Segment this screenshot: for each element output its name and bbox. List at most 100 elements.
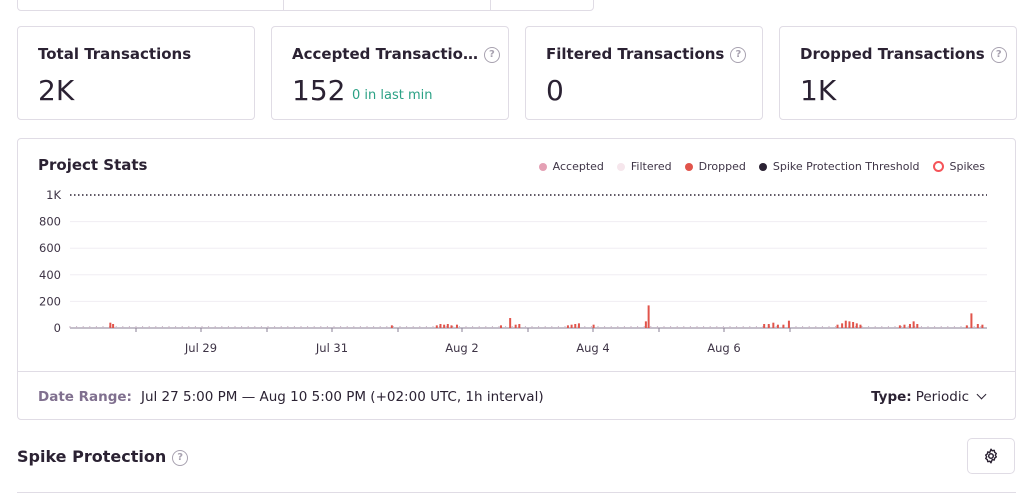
legend-dot — [616, 162, 625, 171]
x-tick-label: Aug 4 — [576, 341, 609, 355]
section-title-spike-protection: Spike Protection? — [17, 447, 189, 466]
x-tick-label: Jul 31 — [315, 341, 348, 355]
legend-threshold[interactable]: Spike Protection Threshold — [758, 160, 920, 173]
bar-dropped — [848, 321, 851, 328]
bar-dropped — [592, 324, 595, 328]
type-dropdown[interactable]: Type: Periodic — [871, 389, 987, 405]
bar-dropped — [443, 324, 446, 328]
card-title: Dropped Transactions? — [800, 45, 1007, 63]
panel-footer-divider — [18, 371, 1015, 372]
bar-dropped — [518, 324, 521, 328]
bar-dropped — [439, 324, 442, 328]
bar-dropped — [763, 324, 766, 328]
section-title-text: Spike Protection — [17, 447, 167, 466]
help-icon[interactable]: ? — [730, 46, 747, 63]
legend-accepted[interactable]: Accepted — [538, 160, 604, 173]
bar-dropped — [577, 323, 580, 328]
bar-dropped — [450, 325, 453, 328]
filter-separator — [490, 0, 491, 10]
bar-dropped — [574, 324, 577, 328]
bar-dropped — [859, 324, 862, 328]
legend-label: Spike Protection Threshold — [772, 160, 920, 173]
section-divider — [17, 492, 1016, 493]
card-accepted-transactions: Accepted Transactio…? 152 0 in last min — [271, 26, 509, 120]
bar-dropped — [499, 325, 502, 328]
help-icon[interactable]: ? — [172, 449, 189, 466]
bar-dropped — [970, 313, 973, 328]
y-tick-label: 600 — [39, 241, 61, 255]
x-tick-label: Aug 2 — [445, 341, 478, 355]
legend-ring — [932, 161, 944, 172]
filter-separator — [283, 0, 284, 10]
card-title-text: Dropped Transactions — [800, 45, 985, 63]
bar-dropped — [855, 323, 858, 328]
card-total-transactions: Total Transactions 2K — [17, 26, 255, 120]
chart-legend: Accepted Filtered Dropped Spike Protecti… — [538, 160, 986, 173]
y-tick-label: 0 — [54, 321, 61, 335]
bar-dropped — [965, 325, 968, 328]
legend-dot — [758, 162, 767, 171]
card-title-text: Filtered Transactions — [546, 45, 725, 63]
bar-dropped — [841, 323, 844, 328]
help-icon[interactable]: ? — [483, 46, 500, 63]
bar-dropped — [776, 324, 779, 328]
y-tick-label: 400 — [39, 268, 61, 282]
card-title: Total Transactions — [38, 45, 192, 63]
card-subvalue: 0 in last min — [352, 88, 433, 103]
bar-dropped — [767, 324, 770, 328]
panel-title: Project Stats — [38, 156, 148, 174]
bar-dropped — [908, 324, 911, 328]
x-tick-label: Jul 29 — [184, 341, 217, 355]
gear-icon — [985, 448, 997, 464]
bar-dropped — [112, 324, 115, 328]
x-tick-label: Aug 6 — [707, 341, 740, 355]
bar-dropped — [455, 324, 458, 328]
bar-dropped — [647, 305, 650, 328]
card-dropped-transactions: Dropped Transactions? 1K — [779, 26, 1017, 120]
card-value: 0 — [546, 74, 564, 107]
bar-dropped — [570, 324, 573, 328]
bar-dropped — [898, 325, 901, 328]
date-range-value: Jul 27 5:00 PM — Aug 10 5:00 PM (+02:00 … — [140, 389, 544, 405]
legend-dropped[interactable]: Dropped — [684, 160, 746, 173]
help-icon[interactable]: ? — [990, 46, 1007, 63]
bar-dropped — [644, 321, 647, 328]
y-tick-label: 200 — [39, 294, 61, 308]
card-title-text: Accepted Transactio… — [292, 45, 478, 63]
type-value: Periodic — [915, 389, 969, 405]
legend-spikes[interactable]: Spikes — [932, 160, 986, 173]
bar-dropped — [976, 324, 979, 328]
bar-dropped — [836, 324, 839, 328]
project-stats-chart: 0 200 400 600 800 1K Jul 29 Jul 31 Aug 2 Aug 4 Aug… — [39, 188, 987, 355]
bar-dropped — [981, 324, 984, 328]
legend-dot — [684, 162, 693, 171]
legend-label: Filtered — [630, 160, 672, 173]
bar-dropped — [109, 322, 112, 328]
project-stats-panel: Project Stats Accepted Filtered Dropped … — [17, 138, 1016, 420]
legend-label: Dropped — [698, 160, 746, 173]
card-title: Accepted Transactio…? — [292, 45, 500, 63]
y-tick-label: 1K — [46, 188, 61, 202]
date-range: Date Range: Jul 27 5:00 PM — Aug 10 5:00 … — [38, 389, 544, 405]
bar-dropped — [446, 324, 449, 328]
card-value: 2K — [38, 74, 75, 107]
type-label: Type: — [871, 389, 912, 405]
legend-label: Spikes — [949, 160, 986, 173]
card-value: 1K — [800, 74, 837, 107]
bar-dropped — [912, 321, 915, 328]
bar-dropped — [435, 325, 438, 328]
bar-dropped — [903, 324, 906, 328]
legend-label: Accepted — [552, 160, 604, 173]
date-filter-bar[interactable] — [17, 0, 594, 11]
bar-dropped — [514, 324, 517, 328]
card-filtered-transactions: Filtered Transactions? 0 — [525, 26, 763, 120]
legend-filtered[interactable]: Filtered — [616, 160, 672, 173]
bar-dropped — [852, 322, 855, 328]
date-range-label: Date Range: — [38, 389, 132, 405]
bar-dropped — [772, 322, 775, 328]
card-value: 152 — [292, 74, 346, 107]
card-title: Filtered Transactions? — [546, 45, 747, 63]
bar-dropped — [787, 320, 790, 328]
settings-button[interactable] — [967, 438, 1015, 474]
bar-dropped — [782, 324, 785, 328]
